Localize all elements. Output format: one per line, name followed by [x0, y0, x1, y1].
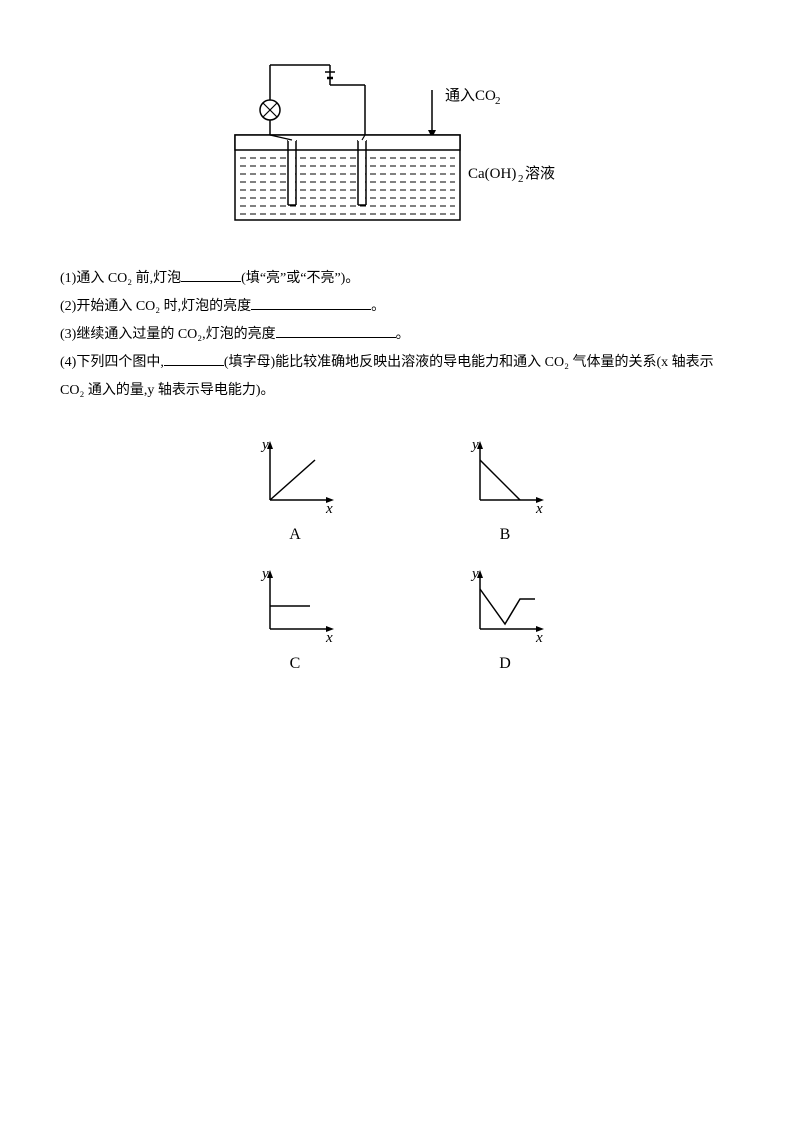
chart-C-label: C: [250, 655, 340, 673]
apparatus-svg: 通入CO 2: [210, 60, 590, 230]
q2-blank: [251, 295, 371, 310]
q2-text-post: 。: [371, 299, 385, 314]
chart-D-label: D: [460, 655, 550, 673]
question-block: (1)通入 CO₂ 前,灯泡 (填“亮”或“不亮”)。 (2)开始通入 CO₂ 时…: [60, 265, 740, 405]
q2-text-pre: (2)开始通入 CO₂ 时,灯泡的亮度: [60, 299, 251, 314]
chart-C: y x C: [250, 564, 340, 673]
solution-label: Ca(OH): [468, 166, 516, 182]
chart-A-svg: y x: [250, 435, 340, 515]
chart-B-svg: y x: [460, 435, 550, 515]
chart-D-svg: y x: [460, 564, 550, 644]
chart-A: y x A: [250, 435, 340, 544]
axis-x-label: x: [325, 630, 333, 644]
axis-x-label: x: [535, 630, 543, 644]
chart-D: y x D: [460, 564, 550, 673]
axis-y-label: y: [470, 566, 479, 582]
question-3: (3)继续通入过量的 CO₂,灯泡的亮度 。: [60, 321, 740, 349]
chart-row-1: y x A y x B: [60, 435, 740, 544]
chart-B-path: [480, 460, 520, 500]
chart-C-svg: y x: [250, 564, 340, 644]
chart-D-path: [480, 589, 535, 624]
question-1: (1)通入 CO₂ 前,灯泡 (填“亮”或“不亮”)。: [60, 265, 740, 293]
chart-row-2: y x C y x D: [60, 564, 740, 673]
q1-text-post: (填“亮”或“不亮”)。: [241, 271, 359, 286]
co2-inlet-label: 通入CO: [445, 87, 496, 104]
q3-text-pre: (3)继续通入过量的 CO₂,灯泡的亮度: [60, 327, 276, 342]
question-4: (4)下列四个图中,(填字母)能比较准确地反映出溶液的导电能力和通入 CO₂ 气…: [60, 349, 740, 405]
chart-B: y x B: [460, 435, 550, 544]
q3-text-post: 。: [396, 327, 410, 342]
axis-y-label: y: [260, 437, 269, 453]
q3-blank: [276, 323, 396, 338]
axis-x-label: x: [325, 501, 333, 515]
axis-y-label: y: [260, 566, 269, 582]
q1-blank: [181, 267, 241, 282]
chart-A-label: A: [250, 526, 340, 544]
svg-text:溶液: 溶液: [525, 165, 555, 182]
question-2: (2)开始通入 CO₂ 时,灯泡的亮度 。: [60, 293, 740, 321]
q4-blank: [164, 351, 224, 366]
axis-y-label: y: [470, 437, 479, 453]
axis-x-label: x: [535, 501, 543, 515]
apparatus-diagram: 通入CO 2: [60, 60, 740, 235]
chart-A-path: [270, 460, 315, 500]
chart-B-label: B: [460, 526, 550, 544]
svg-text:2: 2: [518, 173, 524, 185]
q1-text-pre: (1)通入 CO₂ 前,灯泡: [60, 271, 181, 286]
svg-text:2: 2: [495, 95, 501, 107]
q4-text-pre: (4)下列四个图中,: [60, 355, 164, 370]
